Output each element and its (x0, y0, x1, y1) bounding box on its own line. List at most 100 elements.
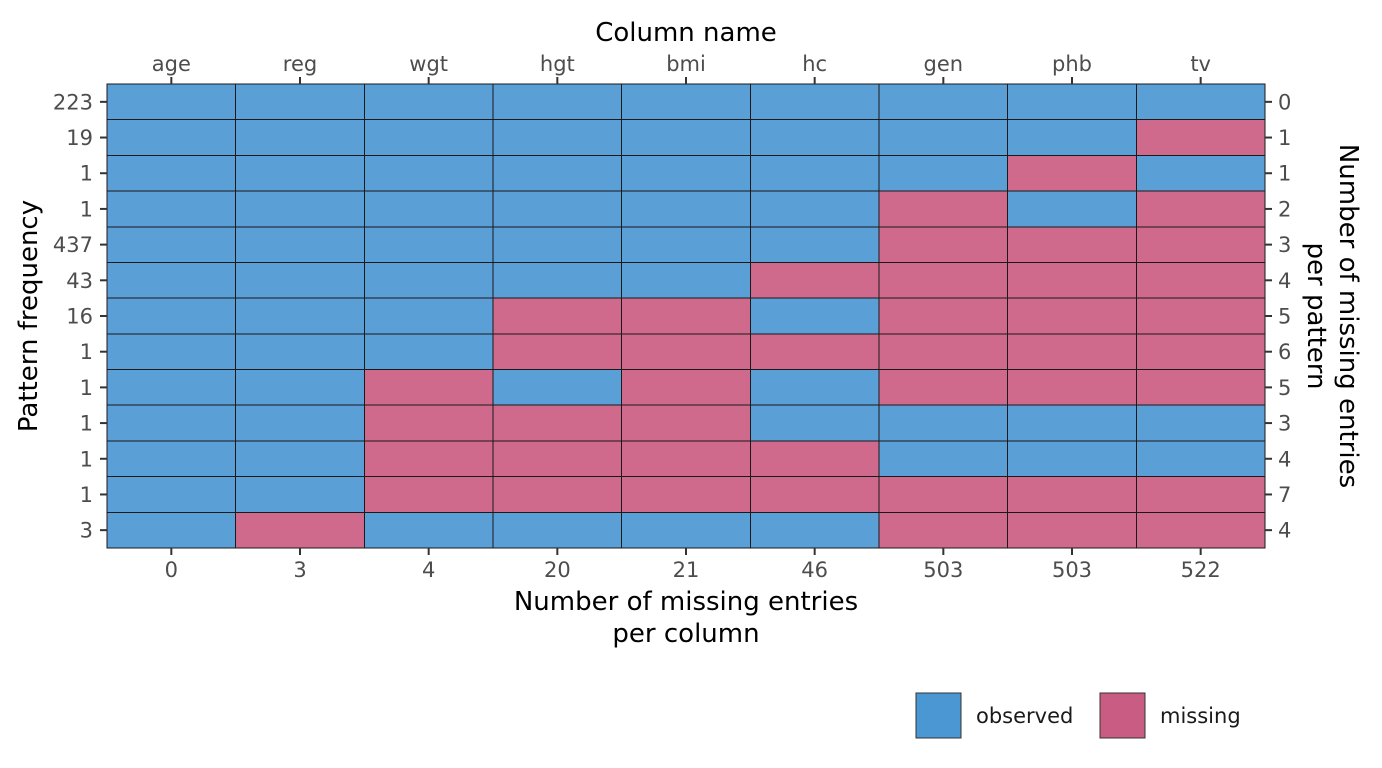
heatmap-cells (106, 83, 1266, 549)
cell-missing (878, 261, 1009, 299)
pattern-frequency-label: 1 (80, 197, 93, 221)
cell-observed (749, 511, 880, 549)
column-name-label: wgt (409, 52, 448, 76)
missing-per-pattern-label: 5 (1278, 376, 1291, 400)
cell-observed (235, 333, 365, 371)
missing-per-pattern-label: 4 (1278, 269, 1291, 293)
missing-per-column-label: 20 (544, 558, 571, 582)
missing-per-pattern-label: 4 (1278, 447, 1291, 471)
cell-missing (1135, 119, 1266, 156)
cell-observed (492, 190, 623, 228)
cell-observed (1135, 154, 1266, 192)
cell-missing (749, 261, 880, 299)
cell-observed (106, 369, 237, 406)
cell-missing (621, 369, 751, 406)
cell-observed (363, 261, 494, 299)
bottom-axis-ticks: 0 3 4 20 21 46 503 503 522 (165, 548, 1221, 582)
pattern-frequency-label: 1 (80, 447, 93, 471)
legend-label-observed: observed (976, 704, 1073, 728)
left-axis-title: Pattern frequency (14, 200, 44, 432)
cell-observed (492, 511, 623, 549)
pattern-frequency-label: 19 (66, 126, 93, 150)
cell-observed (749, 297, 880, 335)
cell-observed (363, 333, 494, 371)
missing-per-column-label: 3 (293, 558, 306, 582)
right-axis-ticks: 0 1 1 2 3 4 5 6 5 3 4 7 4 (1265, 90, 1291, 543)
column-name-label: phb (1052, 52, 1092, 76)
cell-observed (235, 369, 365, 406)
cell-observed (106, 476, 237, 513)
cell-missing (878, 226, 1009, 263)
legend-swatch-missing (1099, 692, 1146, 739)
cell-missing (492, 333, 623, 371)
cell-observed (878, 83, 1009, 121)
cell-observed (1007, 119, 1137, 156)
missing-per-pattern-label: 0 (1278, 90, 1291, 114)
pattern-frequency-label: 1 (80, 162, 93, 186)
cell-observed (1007, 190, 1137, 228)
cell-missing (492, 440, 623, 478)
cell-missing (1135, 369, 1266, 406)
cell-observed (749, 119, 880, 156)
cell-observed (235, 226, 365, 263)
legend-label-missing: missing (1160, 704, 1241, 728)
cell-missing (363, 369, 494, 406)
pattern-frequency-label: 437 (53, 233, 93, 257)
column-name-label: hc (802, 52, 827, 76)
missing-per-column-label: 503 (1052, 558, 1092, 582)
cell-observed (621, 154, 751, 192)
cell-observed (106, 261, 237, 299)
cell-observed (1007, 83, 1137, 121)
cell-observed (621, 119, 751, 156)
cell-missing (621, 440, 751, 478)
cell-missing (1135, 190, 1266, 228)
cell-observed (235, 440, 365, 478)
cell-observed (878, 404, 1009, 442)
cell-missing (363, 476, 494, 513)
cell-observed (749, 190, 880, 228)
missing-per-column-label: 522 (1181, 558, 1221, 582)
cell-observed (1135, 83, 1266, 121)
cell-missing (363, 404, 494, 442)
cell-observed (235, 154, 365, 192)
cell-observed (363, 83, 494, 121)
column-name-label: tv (1190, 52, 1211, 76)
cell-missing (878, 190, 1009, 228)
cell-observed (878, 154, 1009, 192)
cell-missing (1007, 226, 1137, 263)
column-name-label: age (152, 52, 191, 76)
column-name-label: bmi (666, 52, 706, 76)
cell-observed (235, 297, 365, 335)
cell-observed (106, 119, 237, 156)
cell-missing (878, 369, 1009, 406)
cell-observed (363, 154, 494, 192)
cell-observed (235, 119, 365, 156)
cell-missing (749, 333, 880, 371)
left-axis-ticks: 223 19 1 1 437 43 16 1 1 1 1 1 3 (53, 90, 107, 543)
missing-per-pattern-label: 4 (1278, 519, 1291, 543)
pattern-frequency-label: 16 (66, 305, 93, 329)
cell-missing (1007, 476, 1137, 513)
cell-observed (363, 297, 494, 335)
cell-observed (363, 226, 494, 263)
cell-observed (1007, 404, 1137, 442)
cell-missing (235, 511, 365, 549)
cell-observed (492, 261, 623, 299)
cell-observed (106, 404, 237, 442)
cell-missing (621, 333, 751, 371)
cell-observed (235, 476, 365, 513)
cell-missing (621, 297, 751, 335)
pattern-frequency-label: 223 (53, 90, 93, 114)
cell-missing (1007, 154, 1137, 192)
bottom-axis-title-line-2: per column (612, 619, 759, 649)
cell-missing (363, 440, 494, 478)
pattern-frequency-label: 3 (80, 519, 93, 543)
cell-observed (363, 119, 494, 156)
right-axis-title-line-1: Number of missing entries (1333, 144, 1363, 488)
cell-observed (106, 511, 237, 549)
missing-per-column-label: 21 (673, 558, 700, 582)
cell-observed (235, 190, 365, 228)
missing-per-pattern-label: 3 (1278, 412, 1291, 436)
cell-observed (749, 404, 880, 442)
